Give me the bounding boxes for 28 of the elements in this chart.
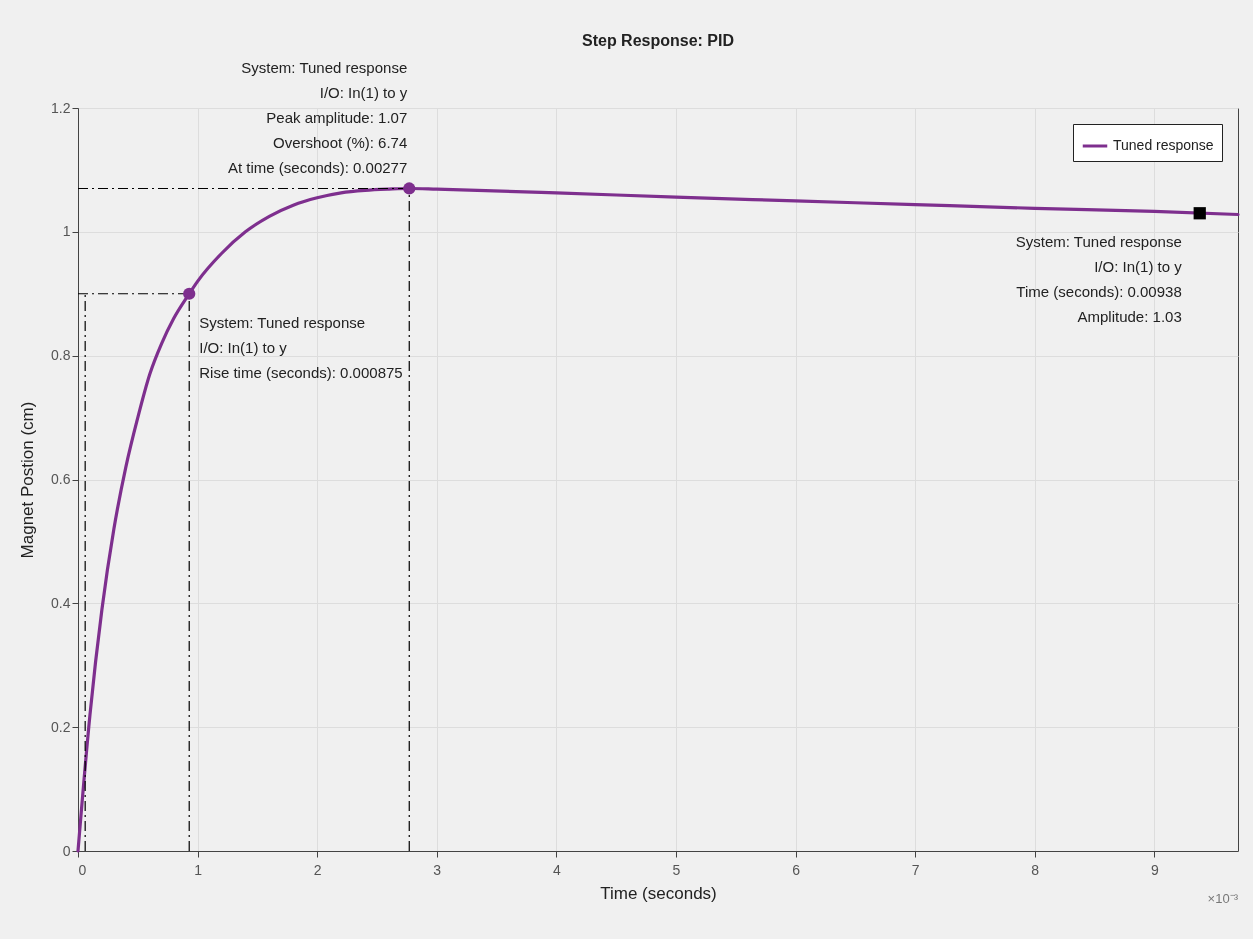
x-tick-label: 3 [433,861,442,878]
annotation: System: Tuned response I/O: In(1) to y Rise time (seconds): 0.000875 [199,313,403,381]
x-tick-label: 8 [1031,861,1040,878]
y-axis-title: Magnet Postion (cm) [18,401,38,559]
y-tick-label: 0 [62,842,71,859]
x-tick-label: 2 [313,861,322,878]
annotation: System: Tuned response I/O: In(1) to y Time (seconds): 0.00938 Amplitude: 1.03 [1015,233,1183,326]
chart-title: Step Response: PID [581,32,735,50]
x-tick-label: 4 [552,861,561,878]
legend-label: Tuned response [1113,137,1214,153]
y-tick-label: 0.2 [51,718,71,735]
x-tick-label: 9 [1150,861,1159,878]
x-tick-label: 7 [911,861,920,878]
y-tick-label: 0.8 [51,347,71,364]
x-tick-label: 5 [672,861,681,878]
annotation: System: Tuned response I/O: In(1) to y Peak amplitude: 1.07 Overshoot (%): 6.74 At time (seconds): 0.00277 [227,59,408,177]
y-tick-label: 1 [62,223,71,240]
x-tick-label: 1 [194,861,203,878]
x-axis-title: Time (seconds) [600,883,717,903]
x-tick-label: 6 [792,861,801,878]
point [403,182,416,195]
text: ×10⁻³ [1207,891,1239,906]
y-tick-label: 0.4 [51,594,71,611]
point [1193,207,1206,220]
y-tick-label: 0.6 [51,471,71,487]
y-tick-label: 1.2 [51,99,71,116]
point [183,287,196,300]
x-tick-label: 0 [78,861,87,878]
